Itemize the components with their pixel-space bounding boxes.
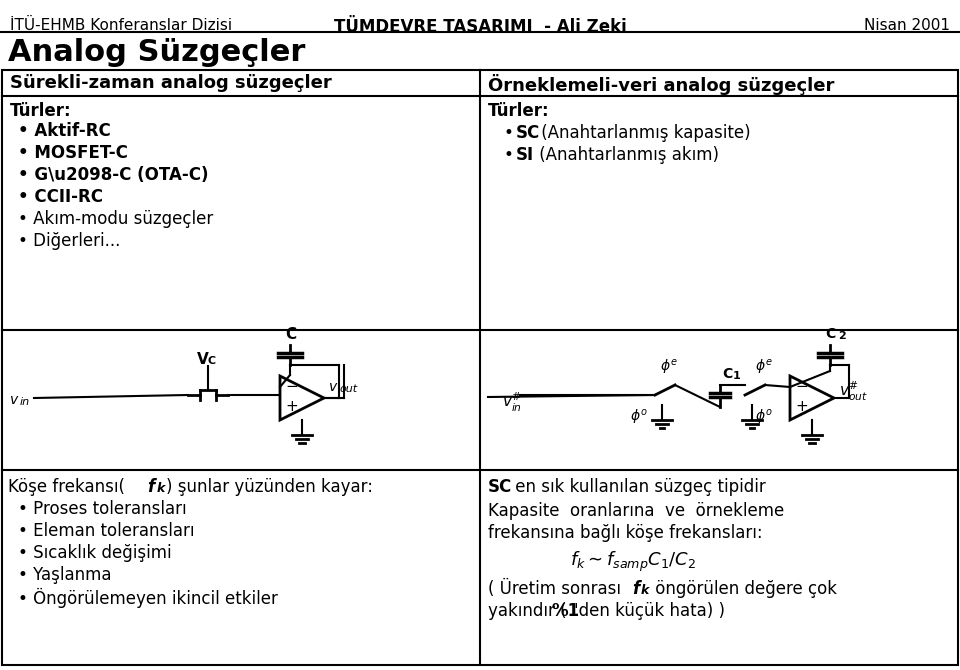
Text: SC: SC xyxy=(488,478,513,496)
Text: Türler:: Türler: xyxy=(488,102,550,120)
Text: −: − xyxy=(285,379,298,393)
Text: $\phi^e$: $\phi^e$ xyxy=(660,358,678,377)
Text: $v_{out}^{\#}$: $v_{out}^{\#}$ xyxy=(839,380,868,403)
Text: (Anahtarlanmış akım): (Anahtarlanmış akım) xyxy=(534,146,719,164)
Text: +: + xyxy=(285,399,298,413)
Text: v: v xyxy=(329,380,337,394)
Text: k: k xyxy=(157,482,165,495)
Text: f: f xyxy=(632,580,639,598)
Text: • Proses toleransları: • Proses toleransları xyxy=(18,500,186,518)
Text: out: out xyxy=(339,384,357,394)
Text: Örneklemeli-veri analog süzgeçler: Örneklemeli-veri analog süzgeçler xyxy=(488,74,834,95)
Text: • CCII-RC: • CCII-RC xyxy=(18,188,103,206)
Text: 'den küçük hata) ): 'den küçük hata) ) xyxy=(574,602,725,620)
Text: C: C xyxy=(825,327,835,341)
Text: en sık kullanılan süzgeç tipidir: en sık kullanılan süzgeç tipidir xyxy=(510,478,766,496)
Text: •: • xyxy=(504,124,519,142)
Text: v: v xyxy=(10,393,18,407)
Text: k: k xyxy=(641,584,649,597)
Text: $\phi^o$: $\phi^o$ xyxy=(630,408,648,427)
Text: • G\u2098-C (OTA-C): • G\u2098-C (OTA-C) xyxy=(18,166,208,184)
Text: $f_k \sim f_{samp}C_1/C_2$: $f_k \sim f_{samp}C_1/C_2$ xyxy=(570,550,696,574)
Text: C: C xyxy=(722,367,732,381)
Text: C: C xyxy=(285,327,296,342)
Text: $v_{in}^{\#}$: $v_{in}^{\#}$ xyxy=(502,391,522,414)
Text: (Anahtarlanmış kapasite): (Anahtarlanmış kapasite) xyxy=(536,124,751,142)
Bar xyxy=(2,70,958,665)
Text: yakındır (: yakındır ( xyxy=(488,602,566,620)
Text: Analog Süzgeçler: Analog Süzgeçler xyxy=(8,38,305,67)
Text: Türler:: Türler: xyxy=(10,102,72,120)
Text: $\phi^o$: $\phi^o$ xyxy=(755,408,773,427)
Text: • Eleman toleransları: • Eleman toleransları xyxy=(18,522,195,540)
Text: İTÜ-EHMB Konferanslar Dizisi: İTÜ-EHMB Konferanslar Dizisi xyxy=(10,18,232,33)
Text: SC: SC xyxy=(516,124,540,142)
Text: • Sıcaklık değişimi: • Sıcaklık değişimi xyxy=(18,544,172,562)
Text: •: • xyxy=(504,146,519,164)
Text: • Aktif-RC: • Aktif-RC xyxy=(18,122,110,140)
Text: Nisan 2001: Nisan 2001 xyxy=(864,18,950,33)
Text: ) şunlar yüzünden kayar:: ) şunlar yüzünden kayar: xyxy=(166,478,373,496)
Text: • Akım-modu süzgeçler: • Akım-modu süzgeçler xyxy=(18,210,213,228)
Text: $\phi^e$: $\phi^e$ xyxy=(755,358,773,377)
Text: −: − xyxy=(795,379,807,393)
Text: • MOSFET-C: • MOSFET-C xyxy=(18,144,128,162)
Text: 1: 1 xyxy=(733,371,741,381)
Text: öngörülen değere çok: öngörülen değere çok xyxy=(650,580,837,598)
Text: 2: 2 xyxy=(838,331,846,341)
Text: • Yaşlanma: • Yaşlanma xyxy=(18,566,111,584)
Text: %1: %1 xyxy=(552,602,580,620)
Text: in: in xyxy=(20,397,30,407)
Text: V: V xyxy=(197,352,208,367)
Text: • Öngörülemeyen ikincil etkiler: • Öngörülemeyen ikincil etkiler xyxy=(18,588,277,608)
Text: frekansına bağlı köşe frekansları:: frekansına bağlı köşe frekansları: xyxy=(488,524,762,542)
Text: Sürekli-zaman analog süzgeçler: Sürekli-zaman analog süzgeçler xyxy=(10,74,332,92)
Text: TÜMDEVRE TASARIMI  - Ali Zeki: TÜMDEVRE TASARIMI - Ali Zeki xyxy=(334,18,626,36)
Text: C: C xyxy=(208,356,216,366)
Text: Köşe frekansı(: Köşe frekansı( xyxy=(8,478,125,496)
Text: f: f xyxy=(147,478,155,496)
Text: ( Üretim sonrası: ( Üretim sonrası xyxy=(488,580,626,598)
Text: SI: SI xyxy=(516,146,534,164)
Text: Kapasite  oranlarına  ve  örnekleme: Kapasite oranlarına ve örnekleme xyxy=(488,502,784,520)
Text: • Diğerleri...: • Diğerleri... xyxy=(18,232,120,250)
Text: +: + xyxy=(795,399,807,413)
